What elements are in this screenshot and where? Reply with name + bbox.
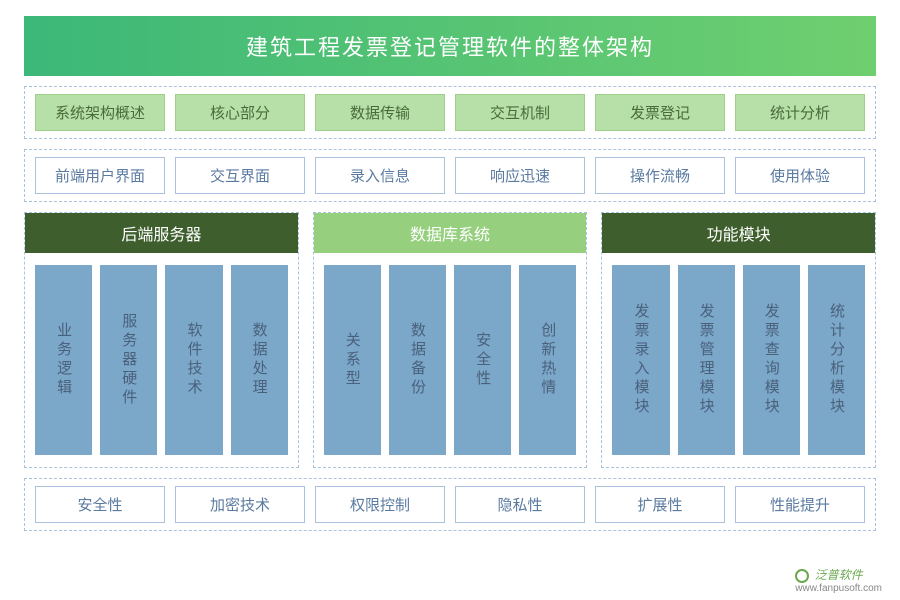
vertical-card: 安全性 — [454, 265, 511, 455]
row2-item: 交互界面 — [175, 157, 305, 194]
sections-row: 后端服务器业务逻辑服务器硬件软件技术数据处理数据库系统关系型数据备份安全性创新热… — [24, 212, 876, 468]
row2-item: 录入信息 — [315, 157, 445, 194]
vertical-card: 统计分析模块 — [808, 265, 865, 455]
row2-item: 操作流畅 — [595, 157, 725, 194]
section-body: 发票录入模块发票管理模块发票查询模块统计分析模块 — [602, 253, 875, 467]
row-categories-green: 系统架构概述核心部分数据传输交互机制发票登记统计分析 — [24, 86, 876, 139]
vertical-card: 关系型 — [324, 265, 381, 455]
logo-icon — [795, 569, 809, 583]
rowBottom-item: 性能提升 — [735, 486, 865, 523]
vertical-card: 数据备份 — [389, 265, 446, 455]
vertical-card: 发票管理模块 — [678, 265, 735, 455]
section-header: 数据库系统 — [314, 213, 587, 253]
row-bottom-qualities: 安全性加密技术权限控制隐私性扩展性性能提升 — [24, 478, 876, 531]
vertical-card: 服务器硬件 — [100, 265, 157, 455]
rowBottom-item: 安全性 — [35, 486, 165, 523]
footer-watermark: 泛普软件 www.fanpusoft.com — [795, 566, 882, 594]
row1-item: 核心部分 — [175, 94, 305, 131]
row2-item: 响应迅速 — [455, 157, 585, 194]
rowBottom-item: 加密技术 — [175, 486, 305, 523]
row2-item: 使用体验 — [735, 157, 865, 194]
section-body: 业务逻辑服务器硬件软件技术数据处理 — [25, 253, 298, 467]
rowBottom-item: 隐私性 — [455, 486, 585, 523]
row1-item: 交互机制 — [455, 94, 585, 131]
row1-item: 系统架构概述 — [35, 94, 165, 131]
section-header: 后端服务器 — [25, 213, 298, 253]
row-frontend-aspects: 前端用户界面交互界面录入信息响应迅速操作流畅使用体验 — [24, 149, 876, 202]
rowBottom-item: 权限控制 — [315, 486, 445, 523]
row1-item: 数据传输 — [315, 94, 445, 131]
vertical-card: 数据处理 — [231, 265, 288, 455]
section: 功能模块发票录入模块发票管理模块发票查询模块统计分析模块 — [601, 212, 876, 468]
section-header: 功能模块 — [602, 213, 875, 253]
vertical-card: 业务逻辑 — [35, 265, 92, 455]
footer-url: www.fanpusoft.com — [795, 583, 882, 594]
vertical-card: 创新热情 — [519, 265, 576, 455]
title-banner: 建筑工程发票登记管理软件的整体架构 — [24, 16, 876, 76]
rowBottom-item: 扩展性 — [595, 486, 725, 523]
row1-item: 统计分析 — [735, 94, 865, 131]
section: 数据库系统关系型数据备份安全性创新热情 — [313, 212, 588, 468]
footer-brand: 泛普软件 — [815, 568, 863, 582]
row2-item: 前端用户界面 — [35, 157, 165, 194]
section-body: 关系型数据备份安全性创新热情 — [314, 253, 587, 467]
vertical-card: 软件技术 — [165, 265, 222, 455]
row1-item: 发票登记 — [595, 94, 725, 131]
vertical-card: 发票录入模块 — [612, 265, 669, 455]
vertical-card: 发票查询模块 — [743, 265, 800, 455]
section: 后端服务器业务逻辑服务器硬件软件技术数据处理 — [24, 212, 299, 468]
